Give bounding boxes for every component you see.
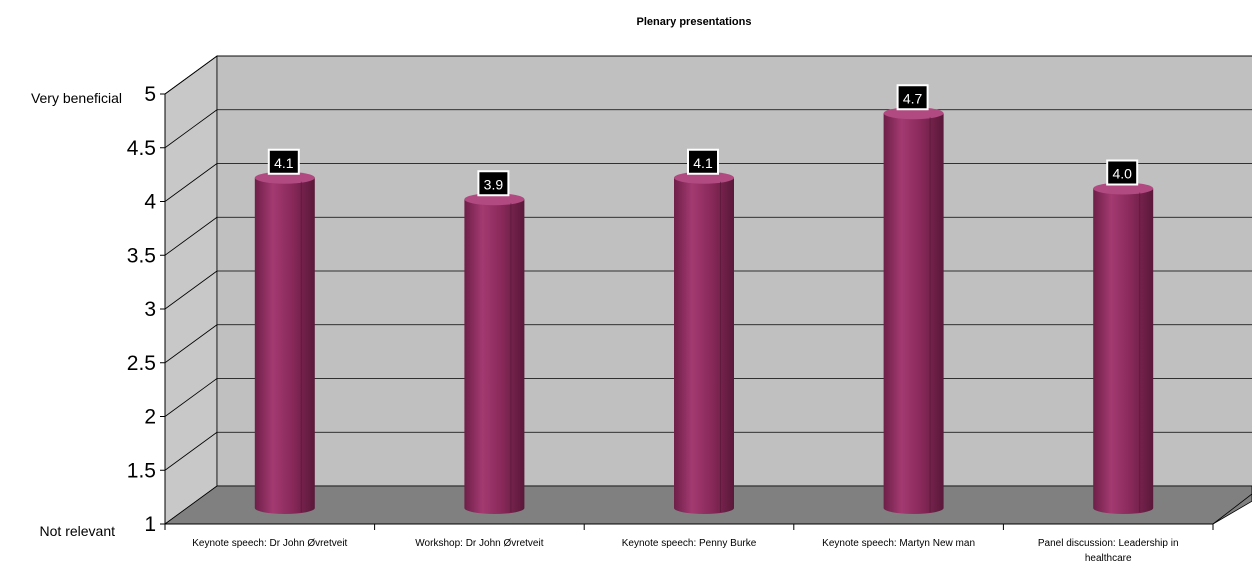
bar-body (883, 113, 944, 514)
x-category-label: Panel discussion: Leadership in (1038, 538, 1179, 549)
x-axis-labels: Keynote speech: Dr John Øvretveit Worksho… (164, 524, 1214, 564)
bar: 4.7 (883, 84, 944, 514)
y-tick-label: 3 (144, 298, 156, 321)
x-category-label: Keynote speech: Dr John Øvretveit (192, 538, 347, 549)
gridline-side (164, 378, 218, 417)
gridline-side (164, 109, 218, 149)
gridline-side (164, 55, 218, 95)
bar-body (464, 199, 525, 514)
y-axis-ticks: 1 1.5 2 2.5 3 3.5 4 4.5 5 (127, 83, 166, 536)
gridlines (164, 55, 1252, 471)
data-label: 4.1 (274, 155, 294, 171)
gridline-side (164, 216, 218, 256)
x-category-label: Keynote speech: Penny Burke (622, 538, 757, 549)
x-category-label: healthcare (1085, 553, 1132, 564)
data-label-box (267, 148, 300, 175)
gridline-side (164, 431, 218, 471)
bar-body (1093, 188, 1154, 514)
x-category-label: Workshop: Dr John Øvretveit (415, 538, 543, 549)
y-annotation-bottom: Not relevant (40, 523, 116, 539)
gridline-side (164, 324, 218, 364)
y-tick-label: 1.5 (127, 459, 156, 482)
y-tick-label: 5 (144, 83, 156, 106)
data-label-box (1106, 159, 1139, 186)
floor-edge (1212, 493, 1252, 525)
data-label: 4.0 (1112, 166, 1132, 182)
y-tick-label: 4 (144, 191, 156, 214)
y-tick-label: 4.5 (127, 137, 156, 160)
bars: 4.1 3.9 4.1 4.7 4.0 (254, 84, 1154, 514)
data-label-box (477, 170, 510, 197)
x-category-label: Keynote speech: Martyn New man (822, 538, 975, 549)
data-label-box (687, 148, 719, 175)
gridline-side (164, 163, 218, 202)
y-annotation-top: Very beneficial (31, 90, 122, 106)
y-tick-label: 3.5 (127, 244, 156, 267)
data-label: 4.1 (693, 155, 713, 171)
bar: 4.1 (254, 148, 315, 514)
data-label-box (896, 84, 929, 111)
bar: 3.9 (464, 170, 525, 514)
y-tick-label: 2.5 (127, 352, 156, 375)
bar: 4.0 (1093, 159, 1154, 514)
chart-title: Plenary presentations (637, 16, 752, 28)
gridline-side (164, 270, 218, 310)
bar: 4.1 (674, 148, 734, 514)
data-label: 3.9 (484, 176, 504, 192)
bar-body (674, 177, 734, 514)
y-tick-label: 2 (144, 406, 156, 429)
y-tick-label: 1 (144, 513, 156, 536)
bar-body (254, 177, 315, 514)
data-label: 4.7 (903, 90, 923, 106)
